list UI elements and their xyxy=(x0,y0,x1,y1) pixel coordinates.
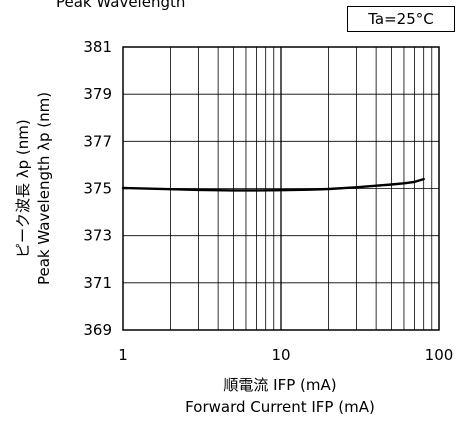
y-tick-label: 377 xyxy=(83,132,112,150)
xlabel-en: Forward Current IFP (mA) xyxy=(185,398,375,416)
condition-box: Ta=25°C xyxy=(347,6,455,32)
series-line xyxy=(121,177,425,192)
x-tick-label: 10 xyxy=(271,346,290,364)
y-tick-label: 369 xyxy=(83,321,112,339)
xlabel-jp: 順電流 IFP (mA) xyxy=(223,376,337,394)
y-tick-label: 371 xyxy=(83,274,112,292)
chart-title: Peak Wavelength xyxy=(56,0,186,11)
y-tick-label: 375 xyxy=(83,180,112,198)
x-tick-label: 100 xyxy=(425,346,454,364)
y-tick-label: 379 xyxy=(83,85,112,103)
y-tick-label: 373 xyxy=(83,227,112,245)
y-tick-label: 381 xyxy=(83,38,112,56)
ylabel-jp: ピーク波長 λp (nm) xyxy=(14,119,32,258)
x-tick-label: 1 xyxy=(118,346,128,364)
ylabel-en: Peak Wavelength λp (nm) xyxy=(35,91,53,285)
